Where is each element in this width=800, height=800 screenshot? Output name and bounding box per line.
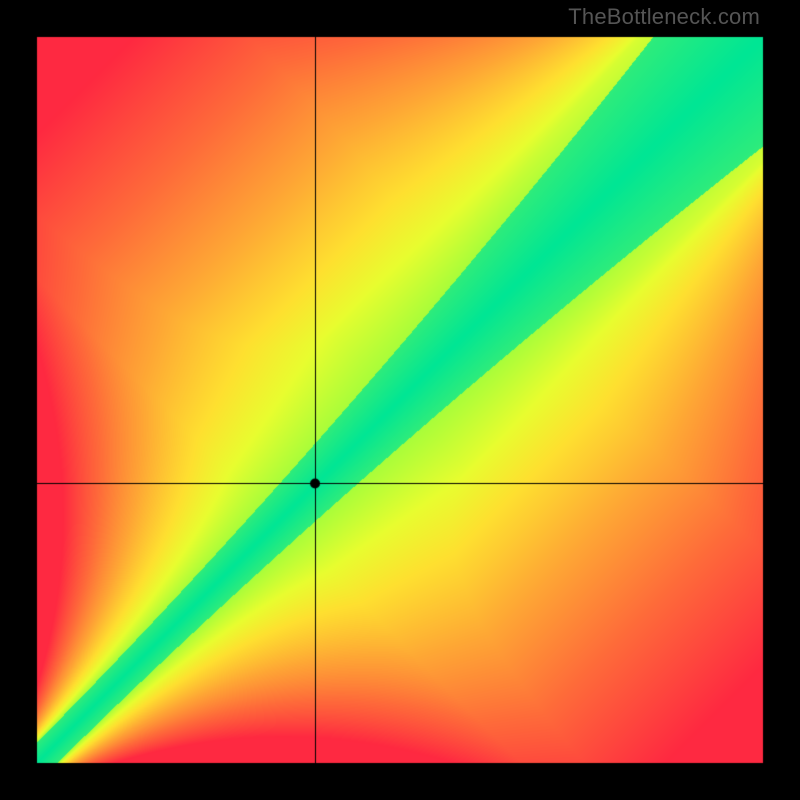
bottleneck-heatmap-canvas xyxy=(0,0,800,800)
chart-frame: TheBottleneck.com xyxy=(0,0,800,800)
watermark-text: TheBottleneck.com xyxy=(568,4,760,30)
